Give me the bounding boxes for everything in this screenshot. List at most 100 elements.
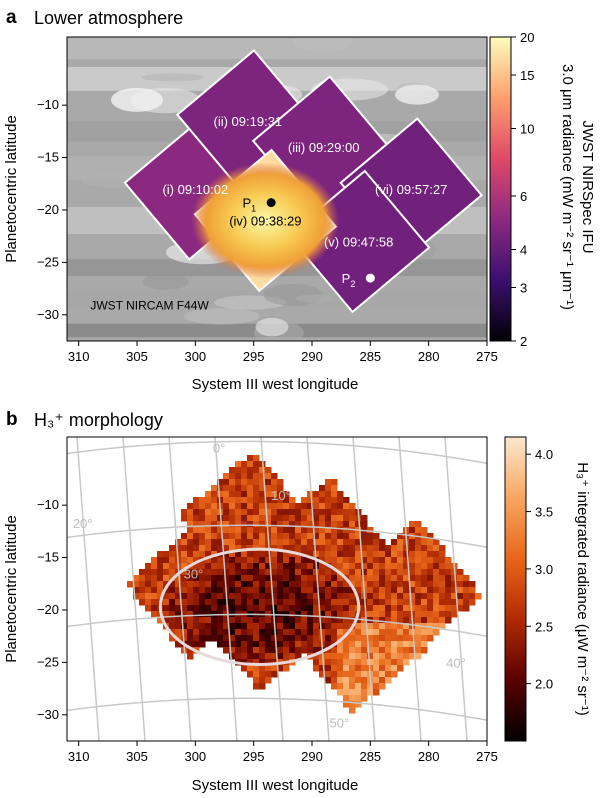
radiance-cell (331, 557, 338, 564)
radiance-cell (199, 611, 206, 618)
radiance-cell (367, 629, 374, 636)
radiance-cell (349, 701, 356, 708)
radiance-cell (193, 617, 200, 624)
radiance-cell (289, 569, 296, 576)
radiance-cell (193, 575, 200, 582)
radiance-cell (379, 587, 386, 594)
radiance-cell (259, 623, 266, 630)
radiance-cell (139, 587, 146, 594)
radiance-cell (331, 545, 338, 552)
radiance-cell (163, 611, 170, 618)
radiance-cell (331, 503, 338, 510)
radiance-cell (295, 539, 302, 546)
radiance-cell (313, 539, 320, 546)
radiance-cell (283, 581, 290, 588)
radiance-cell (193, 593, 200, 600)
radiance-cell (229, 557, 236, 564)
radiance-cell (343, 635, 350, 642)
radiance-cell (385, 617, 392, 624)
radiance-cell (163, 551, 170, 558)
radiance-cell (277, 641, 284, 648)
radiance-cell (397, 557, 404, 564)
radiance-cell (271, 575, 278, 582)
radiance-cell (337, 515, 344, 522)
radiance-cell (229, 503, 236, 510)
radiance-cell (307, 635, 314, 642)
radiance-cell (199, 629, 206, 636)
radiance-cell (277, 653, 284, 660)
radiance-cell (373, 557, 380, 564)
radiance-cell (427, 611, 434, 618)
radiance-cell (337, 497, 344, 504)
radiance-cell (355, 587, 362, 594)
colorbar-a-tick-label: 2 (520, 334, 527, 349)
radiance-cell (337, 587, 344, 594)
radiance-cell (367, 611, 374, 618)
radiance-cell (325, 623, 332, 630)
radiance-cell (319, 623, 326, 630)
radiance-cell (313, 665, 320, 672)
radiance-cell (379, 539, 386, 546)
radiance-cell (295, 605, 302, 612)
radiance-cell (271, 671, 278, 678)
radiance-cell (241, 473, 248, 480)
radiance-cell (355, 659, 362, 666)
radiance-cell (415, 575, 422, 582)
radiance-cell (367, 659, 374, 666)
panel-a-ylabel: Planetocentric latitude (3, 115, 20, 263)
radiance-cell (391, 557, 398, 564)
radiance-cell (211, 605, 218, 612)
radiance-cell (445, 611, 452, 618)
y-tick-label: −25 (37, 654, 59, 669)
radiance-cell (265, 563, 272, 570)
radiance-cell (355, 677, 362, 684)
radiance-cell (235, 563, 242, 570)
radiance-cell (295, 593, 302, 600)
radiance-cell (313, 599, 320, 606)
radiance-cell (217, 593, 224, 600)
radiance-cell (241, 491, 248, 498)
x-tick-label: 305 (126, 749, 148, 764)
radiance-cell (385, 551, 392, 558)
radiance-cell (247, 569, 254, 576)
radiance-cell (193, 611, 200, 618)
radiance-cell (379, 617, 386, 624)
radiance-cell (307, 569, 314, 576)
radiance-cell (187, 575, 194, 582)
radiance-cell (319, 587, 326, 594)
radiance-cell (433, 569, 440, 576)
radiance-cell (457, 581, 464, 588)
radiance-cell (217, 563, 224, 570)
radiance-cell (157, 617, 164, 624)
colorbar-b-tick-label: 3.5 (535, 505, 553, 520)
radiance-cell (247, 581, 254, 588)
radiance-cell (223, 539, 230, 546)
radiance-cell (181, 545, 188, 552)
radiance-cell (241, 641, 248, 648)
radiance-cell (283, 551, 290, 558)
radiance-cell (373, 581, 380, 588)
radiance-cell (313, 551, 320, 558)
radiance-cell (181, 509, 188, 516)
radiance-cell (229, 539, 236, 546)
radiance-cell (211, 521, 218, 528)
radiance-cell (295, 503, 302, 510)
radiance-cell (271, 491, 278, 498)
radiance-cell (325, 635, 332, 642)
radiance-cell (193, 515, 200, 522)
radiance-cell (319, 557, 326, 564)
radiance-cell (199, 569, 206, 576)
radiance-cell (319, 497, 326, 504)
radiance-cell (187, 647, 194, 654)
radiance-cell (319, 485, 326, 492)
radiance-cell (307, 497, 314, 504)
point-label-subscript: 1 (251, 204, 256, 214)
radiance-cell (301, 617, 308, 624)
radiance-cell (235, 605, 242, 612)
radiance-cell (319, 599, 326, 606)
radiance-cell (289, 497, 296, 504)
radiance-cell (349, 695, 356, 702)
radiance-cell (241, 539, 248, 546)
radiance-cell (313, 611, 320, 618)
radiance-cell (331, 581, 338, 588)
